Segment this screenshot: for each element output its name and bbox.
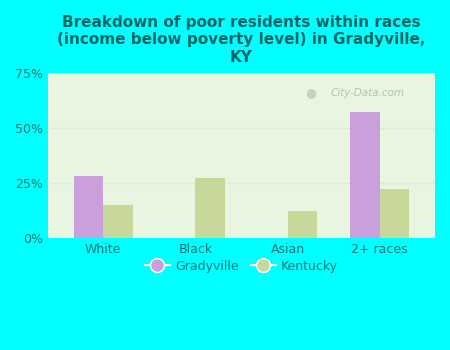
Bar: [74, 176, 103, 238]
Text: City-Data.com: City-Data.com: [330, 88, 405, 98]
Bar: [103, 205, 133, 238]
Bar: [380, 189, 409, 238]
Bar: [288, 211, 317, 238]
Bar: [350, 112, 380, 238]
Title: Breakdown of poor residents within races
(income below poverty level) in Gradyvi: Breakdown of poor residents within races…: [57, 15, 426, 65]
Bar: [195, 178, 225, 238]
Text: ●: ●: [306, 86, 316, 99]
Legend: Gradyville, Kentucky: Gradyville, Kentucky: [140, 255, 343, 278]
